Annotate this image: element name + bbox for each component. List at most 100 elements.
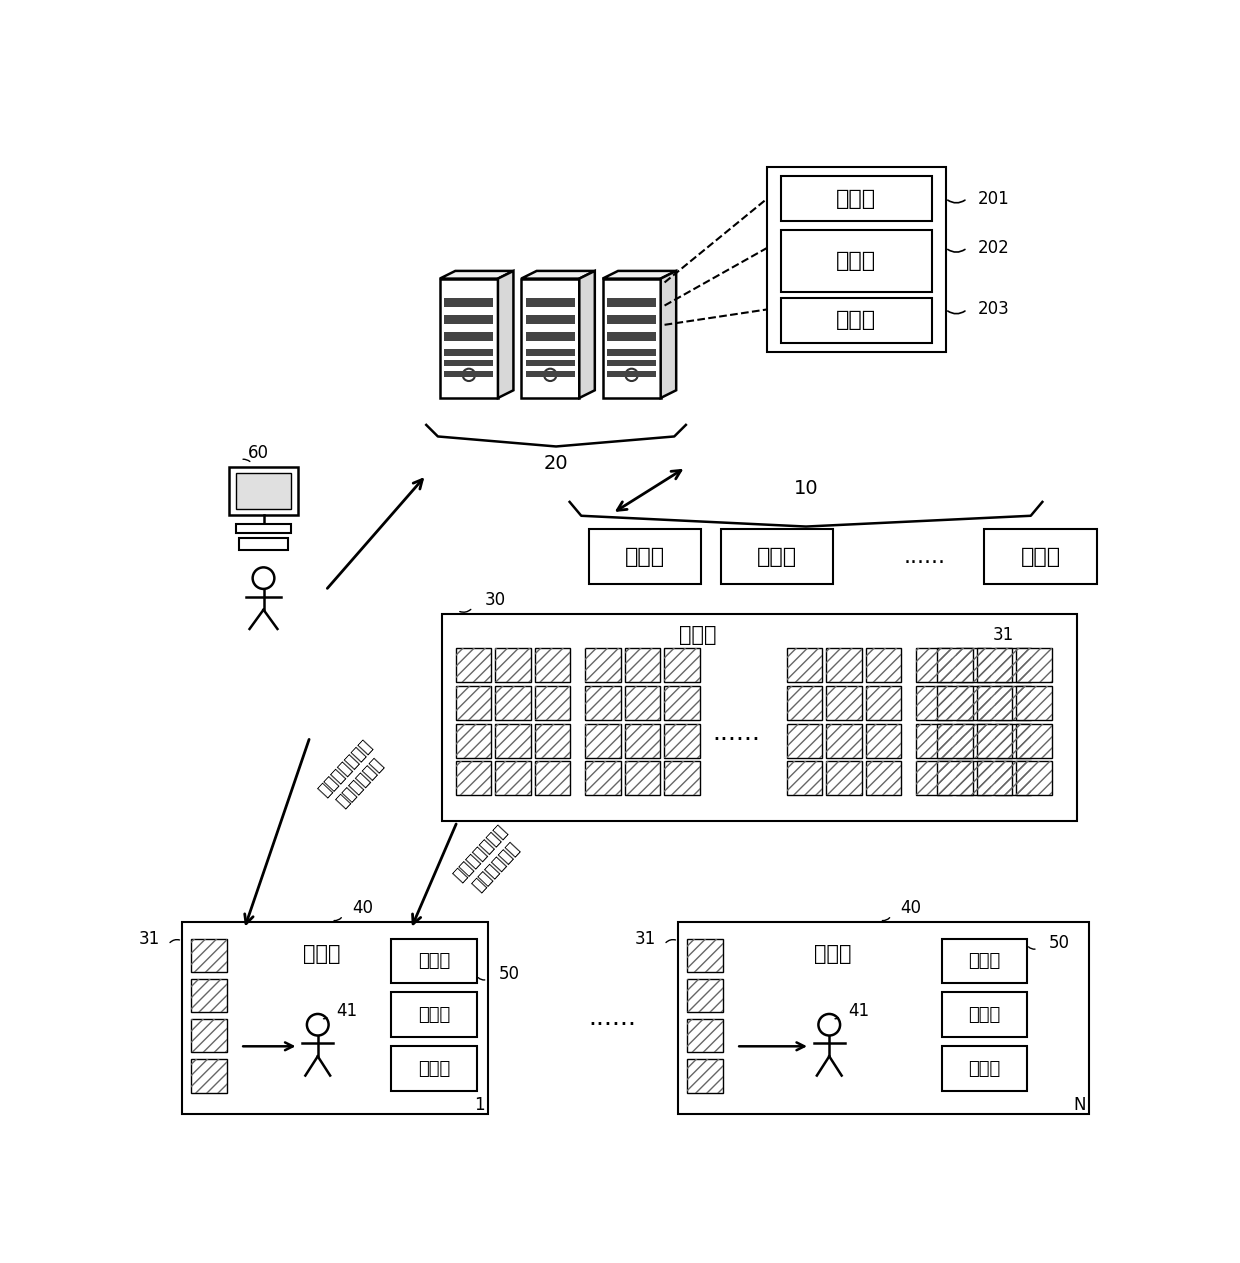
Bar	[937, 648, 972, 682]
Text: 40: 40	[900, 899, 921, 917]
Bar	[786, 762, 822, 796]
Bar	[866, 762, 901, 796]
Bar	[444, 371, 494, 378]
Bar	[1016, 648, 1052, 682]
Bar	[585, 724, 621, 758]
Text: 机器人搞运拣完
货货架的方向: 机器人搞运拣完 货货架的方向	[450, 821, 526, 899]
Bar	[585, 648, 621, 682]
Bar	[916, 724, 952, 758]
Text: 周转筱: 周转筱	[968, 1005, 1001, 1024]
Text: 周转筱: 周转筱	[968, 1060, 1001, 1077]
Bar	[182, 922, 489, 1114]
Polygon shape	[603, 279, 661, 398]
Text: 41: 41	[336, 1002, 357, 1021]
Bar	[786, 686, 822, 720]
Bar	[781, 177, 931, 221]
Bar	[994, 686, 1030, 720]
Bar	[585, 724, 621, 758]
Bar	[866, 686, 901, 720]
Bar	[665, 724, 699, 758]
Bar	[1016, 686, 1052, 720]
Text: 拣选站: 拣选站	[815, 943, 852, 964]
Bar	[526, 371, 574, 378]
Bar	[1016, 724, 1052, 758]
Bar	[768, 167, 945, 352]
Bar	[456, 762, 491, 796]
Bar	[956, 724, 991, 758]
Bar	[916, 648, 952, 682]
Bar	[977, 648, 1012, 682]
Bar	[678, 922, 1089, 1114]
Bar	[977, 648, 1012, 682]
Text: 31: 31	[139, 930, 160, 947]
Bar	[526, 332, 574, 341]
Bar	[977, 762, 1012, 796]
Text: 50: 50	[1049, 935, 1070, 952]
Text: ......: ......	[588, 1005, 636, 1029]
Bar	[625, 724, 661, 758]
Bar	[720, 529, 833, 585]
Text: 60: 60	[248, 445, 269, 462]
Bar	[534, 686, 570, 720]
Bar	[1016, 686, 1052, 720]
Bar	[191, 938, 227, 973]
Bar	[994, 762, 1030, 796]
Text: 机器人: 机器人	[756, 547, 797, 567]
Bar	[665, 724, 699, 758]
Polygon shape	[440, 279, 498, 398]
Bar	[826, 648, 862, 682]
Text: 周转筱: 周转筱	[418, 1060, 450, 1077]
Polygon shape	[579, 270, 595, 398]
Bar	[687, 1018, 723, 1052]
Bar	[956, 762, 991, 796]
Bar	[444, 350, 494, 356]
Polygon shape	[661, 270, 676, 398]
Bar	[994, 648, 1030, 682]
Text: 31: 31	[635, 930, 656, 947]
Bar	[916, 724, 952, 758]
Bar	[392, 938, 476, 983]
Bar	[937, 648, 972, 682]
Text: 202: 202	[978, 239, 1009, 256]
Bar	[495, 762, 531, 796]
Polygon shape	[603, 270, 676, 279]
Bar	[665, 648, 699, 682]
Text: 201: 201	[978, 189, 1009, 207]
Bar	[687, 979, 723, 1013]
Text: 周转筱: 周转筱	[418, 1005, 450, 1024]
Bar	[191, 1058, 227, 1092]
Text: 货架区: 货架区	[678, 625, 717, 645]
Text: 31: 31	[993, 626, 1014, 644]
Bar	[826, 686, 862, 720]
Bar	[826, 648, 862, 682]
Bar	[608, 314, 656, 325]
Bar	[665, 648, 699, 682]
Bar	[937, 686, 972, 720]
Text: 机器人: 机器人	[625, 547, 665, 567]
Bar	[456, 648, 491, 682]
Bar	[625, 686, 661, 720]
Bar	[916, 686, 952, 720]
Bar	[916, 762, 952, 796]
Bar	[687, 979, 723, 1013]
Bar	[956, 724, 991, 758]
Bar	[585, 648, 621, 682]
Text: 周转筱: 周转筱	[418, 952, 450, 970]
Bar	[495, 724, 531, 758]
Bar	[781, 230, 931, 292]
Bar	[625, 648, 661, 682]
Bar	[956, 686, 991, 720]
Bar	[625, 762, 661, 796]
Bar	[441, 614, 1078, 821]
Bar	[977, 686, 1012, 720]
Bar	[534, 724, 570, 758]
Bar	[191, 979, 227, 1013]
Text: 40: 40	[352, 899, 373, 917]
Bar	[1016, 762, 1052, 796]
Bar	[191, 979, 227, 1013]
Text: 周转筱: 周转筱	[968, 952, 1001, 970]
Bar	[665, 686, 699, 720]
Bar	[495, 724, 531, 758]
Text: 机器人搞运待拣
货货架的方向: 机器人搞运待拣 货货架的方向	[315, 736, 391, 815]
Bar	[786, 648, 822, 682]
